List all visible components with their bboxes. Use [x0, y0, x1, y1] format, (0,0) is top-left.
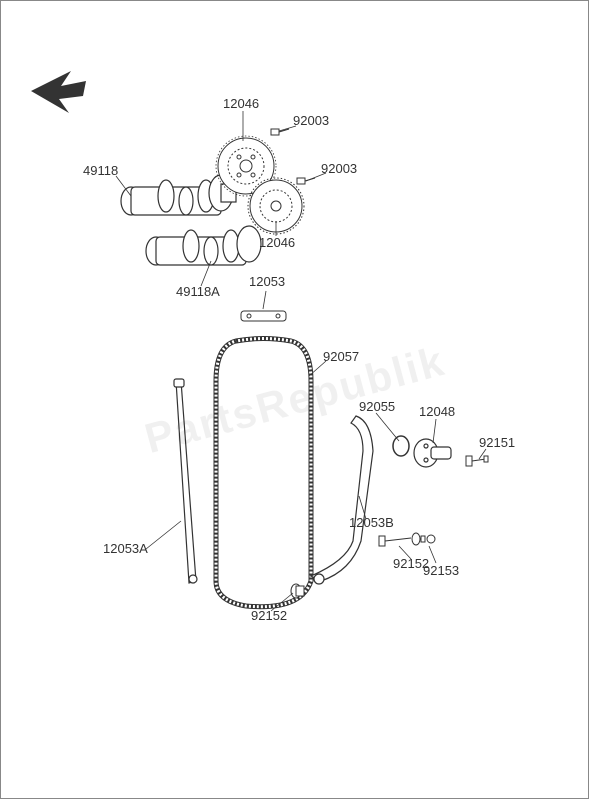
label-12048: 12048 — [419, 404, 455, 419]
timing-chain — [216, 339, 311, 607]
chain-guide-left — [174, 379, 197, 583]
tensioner — [414, 439, 451, 467]
collar-bottom — [291, 584, 304, 598]
label-12053A: 12053A — [103, 541, 148, 556]
label-49118A: 49118A — [176, 284, 220, 299]
guide-top — [241, 311, 286, 321]
arrow-icon — [31, 71, 86, 113]
o-ring — [393, 436, 409, 456]
label-92055: 92055 — [359, 399, 395, 414]
label-92057: 92057 — [323, 349, 359, 364]
camshaft-upper — [121, 175, 236, 215]
chain-guide-right — [311, 416, 373, 584]
label-12053: 12053 — [249, 274, 285, 289]
diagram-container: 12046 92003 92003 49118 12046 49118A 120… — [0, 0, 589, 799]
bolt-tensioner — [466, 456, 488, 466]
label-12053B: 12053B — [349, 515, 394, 530]
label-92003-b: 92003 — [321, 161, 357, 176]
label-92152-b: 92152 — [251, 608, 287, 623]
label-92151: 92151 — [479, 435, 515, 450]
label-92003-a: 92003 — [293, 113, 329, 128]
label-12046-a: 12046 — [223, 96, 259, 111]
label-12046-b: 12046 — [259, 235, 295, 250]
camshaft-lower — [146, 226, 261, 265]
bolt-assembly — [379, 533, 435, 546]
label-49118: 49118 — [83, 163, 118, 178]
bolt-upper — [271, 129, 289, 135]
label-92153: 92153 — [423, 563, 459, 578]
